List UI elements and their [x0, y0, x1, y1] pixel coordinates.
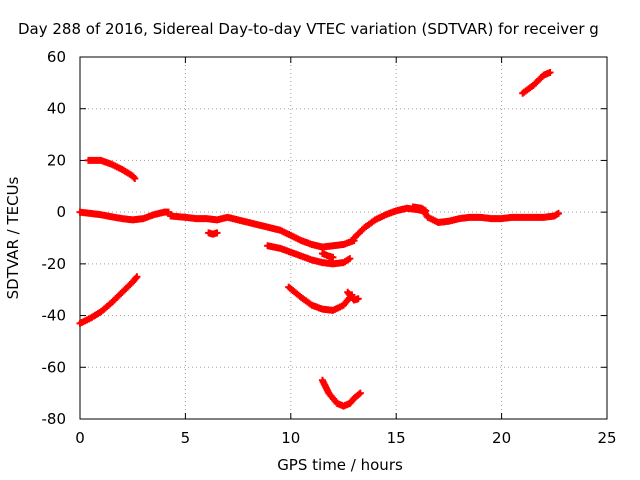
- data-point: [555, 209, 563, 217]
- data-point: [132, 274, 140, 282]
- data-points: [76, 69, 563, 410]
- x-tick-label: 15: [387, 429, 406, 447]
- data-point: [131, 175, 139, 183]
- y-tick-label: 40: [47, 100, 66, 118]
- y-tick-labels: 60 40 20 0 -20 -40 -60 -80: [42, 48, 67, 428]
- y-tick-label: -80: [42, 410, 67, 428]
- data-point: [354, 295, 362, 303]
- y-axis-label: SDTVAR / TECUs: [4, 176, 22, 299]
- plot-frame: [79, 56, 608, 420]
- data-point: [355, 390, 363, 398]
- y-tick-label: -40: [42, 307, 67, 325]
- data-point: [165, 208, 173, 216]
- y-tick-label: 20: [47, 151, 66, 169]
- x-tick-label: 5: [181, 429, 191, 447]
- y-tick-label: 60: [47, 48, 66, 66]
- x-tick-label: 25: [597, 429, 616, 447]
- data-point: [546, 69, 554, 77]
- x-tick-label: 20: [492, 429, 511, 447]
- data-point: [213, 229, 221, 237]
- data-point: [356, 389, 364, 397]
- data-point: [133, 273, 141, 281]
- x-tick-labels: 0 5 10 15 20 25: [75, 429, 616, 447]
- chart-title: Day 288 of 2016, Sidereal Day-to-day VTE…: [18, 20, 599, 38]
- grid: [79, 56, 608, 420]
- data-point: [422, 207, 430, 215]
- data-point: [329, 253, 337, 261]
- y-tick-label: -60: [42, 358, 67, 376]
- data-point: [346, 255, 354, 263]
- y-tick-label: 0: [56, 203, 66, 221]
- y-tick-label: -20: [42, 255, 67, 273]
- x-axis-label: GPS time / hours: [277, 456, 403, 474]
- data-point: [130, 173, 138, 181]
- x-tick-label: 0: [75, 429, 85, 447]
- x-tick-label: 10: [281, 429, 300, 447]
